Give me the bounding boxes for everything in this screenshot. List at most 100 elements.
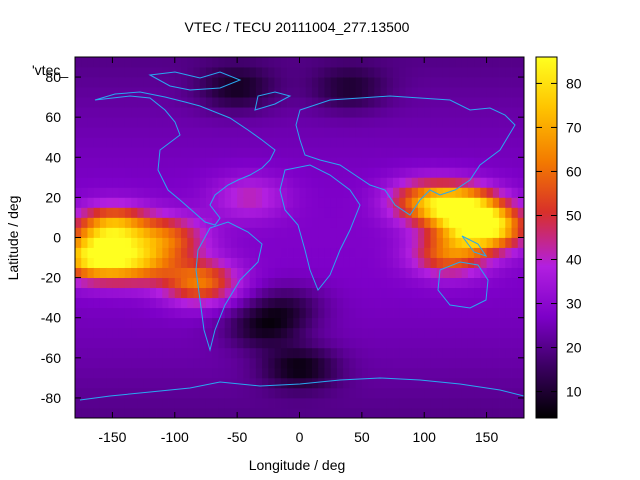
heatmap-cell — [181, 287, 188, 299]
heatmap-cell — [274, 77, 282, 88]
heatmap-cell — [181, 227, 188, 238]
heatmap-cell — [424, 157, 431, 168]
heatmap-cell — [411, 337, 419, 349]
heatmap-cell — [374, 217, 381, 228]
heatmap-cell — [480, 327, 487, 339]
heatmap-cell — [480, 337, 487, 349]
heatmap-cell — [461, 407, 469, 418]
heatmap-cell — [181, 367, 188, 379]
heatmap-cell — [87, 67, 95, 78]
heatmap-cell — [162, 57, 169, 68]
heatmap-cell — [274, 337, 282, 349]
heatmap-cell — [274, 277, 282, 289]
heatmap-cell — [149, 217, 157, 228]
heatmap-cell — [467, 287, 475, 299]
heatmap-cell — [75, 137, 82, 148]
heatmap-cell — [499, 207, 506, 218]
heatmap-cell — [411, 317, 419, 329]
heatmap-cell — [505, 337, 512, 349]
heatmap-cell — [205, 177, 213, 188]
heatmap-cell — [380, 397, 388, 409]
heatmap-cell — [449, 247, 456, 258]
heatmap-cell — [480, 377, 487, 389]
heatmap-cell — [311, 107, 319, 118]
heatmap-cell — [411, 267, 419, 279]
heatmap-cell — [411, 207, 419, 218]
heatmap-cell — [174, 377, 182, 389]
heatmap-cell — [168, 327, 176, 339]
heatmap-cell — [187, 347, 194, 359]
heatmap-cell — [168, 227, 176, 238]
heatmap-cell — [374, 307, 381, 319]
heatmap-cell — [255, 97, 263, 108]
y-tick-label: -60 — [41, 350, 61, 366]
heatmap-cell — [361, 257, 369, 268]
heatmap-cell — [87, 107, 95, 118]
heatmap-cell — [449, 167, 456, 178]
heatmap-cell — [393, 147, 400, 158]
heatmap-cell — [112, 117, 120, 128]
heatmap-cell — [405, 337, 413, 349]
heatmap-cell — [224, 287, 232, 299]
heatmap-cell — [255, 117, 263, 128]
heatmap-cell — [517, 97, 524, 108]
heatmap-cell — [237, 297, 244, 309]
heatmap-cell — [287, 117, 294, 128]
heatmap-cell — [212, 197, 219, 208]
heatmap-cell — [137, 307, 144, 319]
heatmap-cell — [99, 347, 107, 359]
heatmap-cell — [517, 387, 524, 399]
heatmap-cell — [386, 227, 394, 238]
heatmap-cell — [474, 267, 481, 279]
heatmap-cell — [386, 337, 394, 349]
heatmap-cell — [461, 77, 469, 88]
heatmap-cell — [75, 327, 82, 339]
heatmap-cell — [255, 267, 263, 279]
heatmap-cell — [162, 317, 169, 329]
heatmap-cell — [336, 337, 344, 349]
heatmap-cell — [212, 347, 219, 359]
heatmap-cell — [330, 77, 338, 88]
heatmap-cell — [474, 107, 481, 118]
heatmap-cell — [230, 57, 238, 68]
y-axis-label: Latitude / deg — [5, 196, 21, 281]
heatmap-cell — [442, 367, 450, 379]
heatmap-cell — [374, 97, 381, 108]
heatmap-cell — [318, 197, 325, 208]
heatmap-cell — [124, 117, 132, 128]
heatmap-cell — [280, 407, 288, 418]
heatmap-cell — [305, 407, 313, 418]
heatmap-cell — [430, 157, 438, 168]
heatmap-cell — [193, 337, 201, 349]
heatmap-cell — [137, 277, 144, 289]
y-tick-label: 60 — [45, 109, 61, 125]
heatmap-cell — [87, 187, 95, 198]
heatmap-cell — [324, 77, 332, 88]
heatmap-cell — [436, 227, 444, 238]
heatmap-cell — [436, 157, 444, 168]
heatmap-cell — [486, 227, 494, 238]
heatmap-cell — [187, 207, 194, 218]
heatmap-cell — [436, 147, 444, 158]
heatmap-cell — [205, 277, 213, 289]
heatmap-cell — [81, 337, 88, 349]
heatmap-cell — [124, 357, 132, 369]
heatmap-cell — [330, 317, 338, 329]
heatmap-cell — [237, 147, 244, 158]
heatmap-cell — [287, 87, 294, 98]
heatmap-cell — [299, 257, 307, 268]
heatmap-cell — [293, 107, 300, 118]
heatmap-cell — [93, 377, 101, 389]
heatmap-cell — [93, 97, 101, 108]
heatmap-cell — [218, 327, 226, 339]
heatmap-cell — [461, 267, 469, 279]
heatmap-cell — [81, 207, 88, 218]
heatmap-cell — [255, 277, 263, 289]
heatmap-cell — [405, 87, 413, 98]
heatmap-cell — [336, 127, 344, 138]
heatmap-cell — [405, 127, 413, 138]
heatmap-cell — [349, 387, 357, 399]
heatmap-cell — [386, 297, 394, 309]
heatmap-cell — [505, 167, 512, 178]
heatmap-cell — [393, 67, 400, 78]
